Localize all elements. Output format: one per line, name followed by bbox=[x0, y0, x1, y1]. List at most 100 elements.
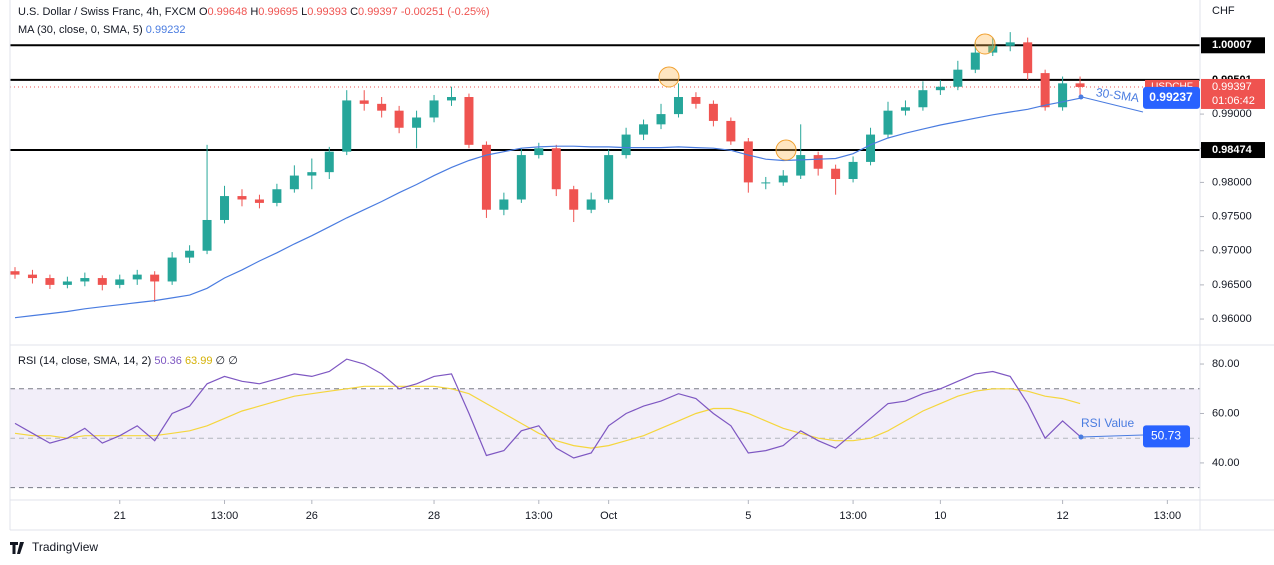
candle-body bbox=[464, 97, 474, 145]
candle-body bbox=[673, 97, 683, 115]
ma-legend-label: MA (30, close, 0, SMA, 5) bbox=[18, 24, 143, 36]
rsi-annotation: RSI Value bbox=[1081, 416, 1134, 430]
ohlc-label: H bbox=[250, 6, 258, 18]
candle-body bbox=[254, 199, 264, 203]
rsi-y-tick-label: 40.00 bbox=[1212, 457, 1240, 469]
ma-annotation: 30-SMA bbox=[1095, 85, 1140, 105]
x-tick-label: 5 bbox=[745, 510, 751, 522]
candle-body bbox=[377, 103, 387, 111]
highlight-circle bbox=[775, 139, 797, 161]
candle-body bbox=[726, 120, 736, 142]
x-tick-label: 28 bbox=[428, 510, 440, 522]
ma-legend-value: 0.99232 bbox=[146, 24, 186, 36]
currency: CHF bbox=[1212, 5, 1235, 17]
candle-body bbox=[80, 278, 90, 282]
rsi-annotation-dot bbox=[1078, 434, 1084, 440]
rsi-legend-value: 50.36 bbox=[154, 355, 182, 367]
candle-body bbox=[45, 278, 55, 285]
rsi-legend-label: RSI (14, close, SMA, 14, 2) bbox=[18, 355, 151, 367]
last-price-label: 0.99397 bbox=[1212, 81, 1252, 93]
rsi-line bbox=[14, 358, 1081, 459]
candle-body bbox=[761, 182, 771, 184]
change: -0.00251 (-0.25%) bbox=[401, 6, 490, 18]
rsi-badge bbox=[1143, 425, 1190, 448]
candle-body bbox=[569, 189, 579, 210]
candle-body bbox=[342, 100, 352, 152]
x-tick-label: 13:00 bbox=[839, 510, 867, 522]
candle-body bbox=[150, 274, 160, 282]
countdown-label: 01:06:42 bbox=[1212, 95, 1255, 107]
symbol-title: U.S. Dollar / Swiss Franc, 4h, FXCM bbox=[18, 6, 196, 18]
brand-name: TradingView bbox=[32, 540, 98, 554]
candle-body bbox=[796, 155, 806, 176]
rsi-badge-label: 50.73 bbox=[1151, 429, 1181, 443]
candle-body bbox=[237, 196, 247, 200]
x-tick-label: 13:00 bbox=[1154, 510, 1182, 522]
candle-body bbox=[918, 90, 928, 108]
candle-body bbox=[27, 274, 37, 279]
ohlc-value: 0.99397 bbox=[358, 6, 398, 18]
x-tick-label: 13:00 bbox=[525, 510, 553, 522]
y-tick-label: 0.97500 bbox=[1212, 210, 1252, 222]
x-tick-label: 21 bbox=[114, 510, 126, 522]
brand-logo bbox=[10, 542, 24, 554]
ma-badge-label: 0.99237 bbox=[1149, 90, 1193, 104]
candle-body bbox=[848, 161, 858, 179]
ma-legend: MA (30, close, 0, SMA, 5) 0.99232 bbox=[18, 24, 186, 36]
candle-body bbox=[272, 189, 282, 203]
y-tick-label: 0.97000 bbox=[1212, 245, 1252, 257]
candle-body bbox=[1075, 83, 1085, 87]
rsi-y-tick-label: 60.00 bbox=[1212, 407, 1240, 419]
level-label: 0.98474 bbox=[1212, 144, 1253, 156]
candle-body bbox=[883, 110, 893, 135]
candle-body bbox=[429, 100, 439, 118]
rsi-legend: RSI (14, close, SMA, 14, 2) 50.36 63.99 … bbox=[18, 355, 238, 367]
candle-body bbox=[813, 155, 823, 169]
panes bbox=[10, 44, 1200, 489]
candle-body bbox=[289, 175, 299, 190]
candle-body bbox=[639, 124, 649, 135]
candle-body bbox=[866, 134, 876, 162]
candle-body bbox=[10, 271, 20, 275]
candle-body bbox=[481, 144, 491, 210]
candle-body bbox=[1005, 42, 1015, 46]
candle-body bbox=[988, 45, 998, 53]
candle-body bbox=[1058, 83, 1068, 108]
candle-body bbox=[970, 52, 980, 70]
y-tick-label: 0.96500 bbox=[1212, 279, 1252, 291]
x-tick-label: 26 bbox=[306, 510, 318, 522]
candle-body bbox=[115, 279, 125, 285]
candle-body bbox=[778, 175, 788, 183]
candle-body bbox=[534, 148, 544, 156]
candle-body bbox=[831, 168, 841, 179]
rsi-annotation-line bbox=[1080, 434, 1144, 438]
y-tick-label: 0.98000 bbox=[1212, 176, 1252, 188]
candle-body bbox=[604, 155, 614, 200]
candle-body bbox=[953, 69, 963, 87]
candle-body bbox=[394, 110, 404, 128]
candle-body bbox=[900, 107, 910, 111]
candle-body bbox=[1023, 42, 1033, 74]
candle-body bbox=[202, 219, 212, 251]
candle-body bbox=[621, 134, 631, 156]
candle-body bbox=[447, 97, 456, 101]
candle-body bbox=[220, 196, 230, 220]
rsi-y-tick-label: 80.00 bbox=[1212, 358, 1240, 370]
ma-annotation-dot bbox=[1078, 94, 1084, 100]
x-tick-label: 13:00 bbox=[211, 510, 239, 522]
candle-body bbox=[359, 100, 369, 104]
level-label: 1.00007 bbox=[1212, 39, 1252, 51]
ohlc-value: 0.99695 bbox=[258, 6, 298, 18]
level-badge bbox=[1201, 37, 1265, 54]
candle-body bbox=[708, 103, 718, 121]
candle-body bbox=[656, 114, 666, 125]
candle-body bbox=[412, 117, 422, 128]
rsi-extra: ∅ bbox=[228, 355, 238, 367]
ohlc-value: 0.99648 bbox=[208, 6, 248, 18]
candle-body bbox=[97, 278, 107, 285]
y-tick-label: 0.99000 bbox=[1212, 108, 1252, 120]
ma-annotation-line bbox=[1081, 96, 1144, 113]
x-tick-label: Oct bbox=[600, 510, 617, 522]
ma-line bbox=[14, 97, 1081, 319]
